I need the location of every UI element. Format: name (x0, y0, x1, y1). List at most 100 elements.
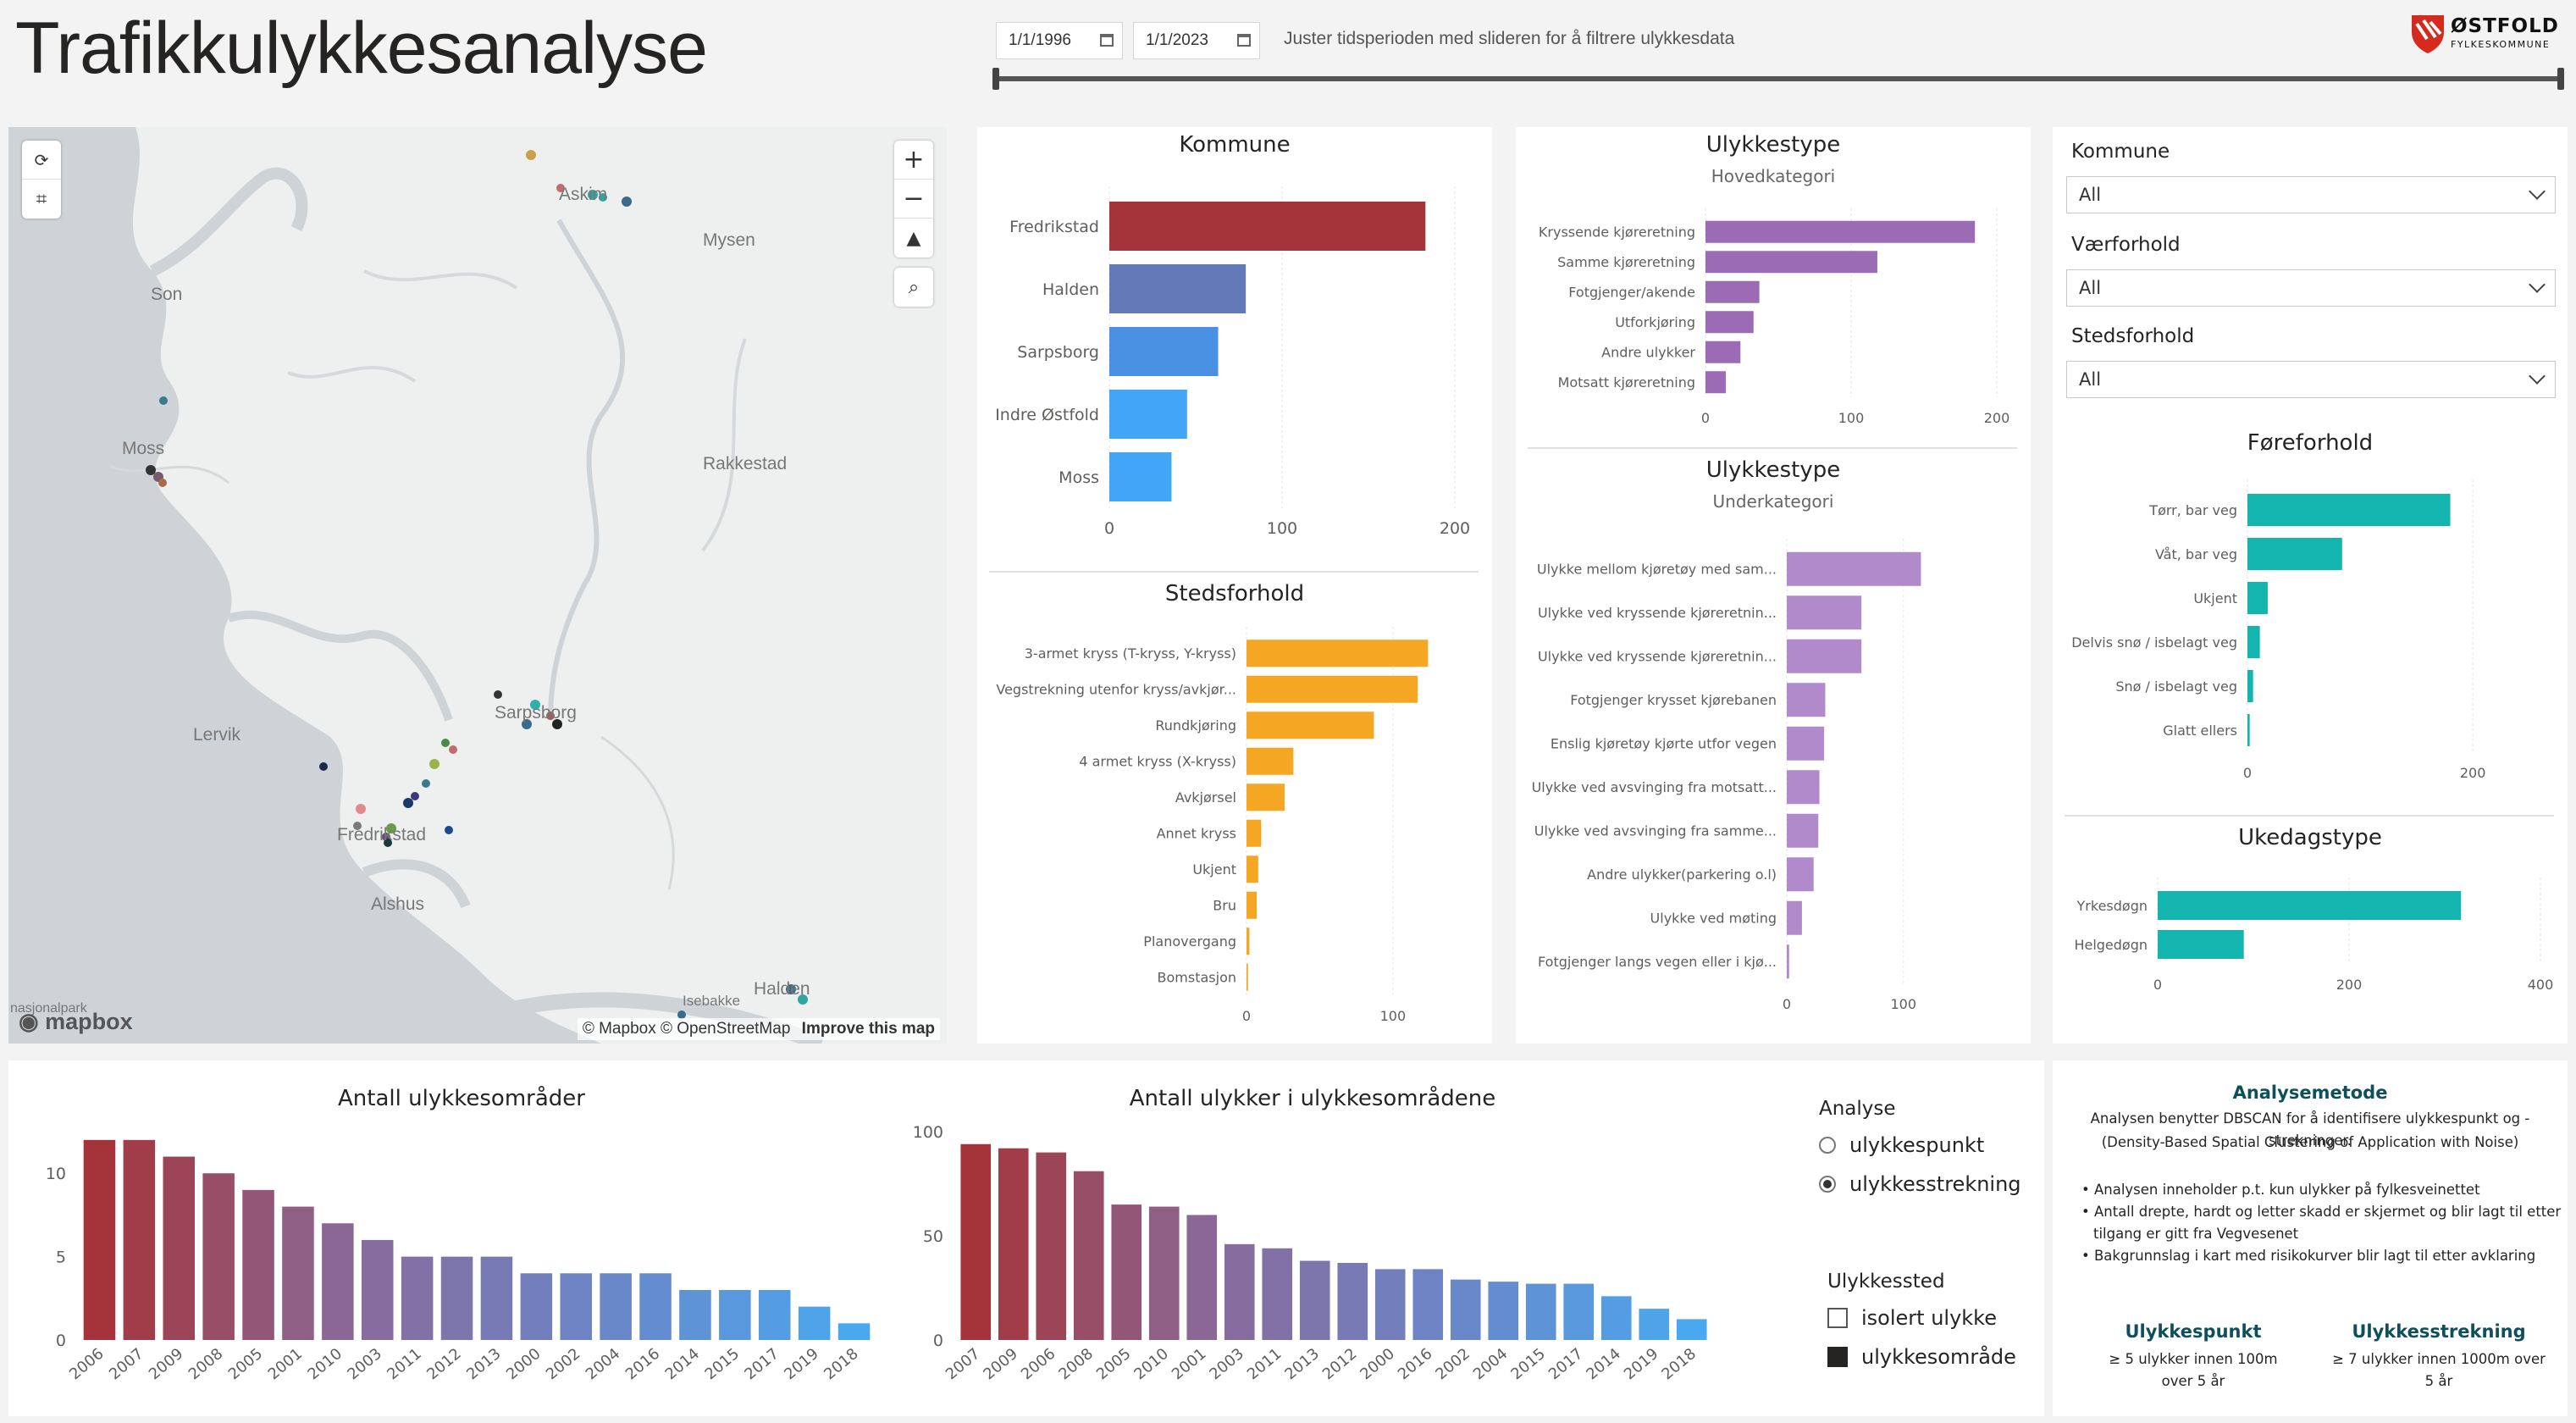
bar[interactable] (1676, 1319, 1707, 1340)
chart-ukedag[interactable]: 0 200 400 Yrkesdøgn Helgedøgn (2053, 872, 2568, 1038)
bar[interactable] (1525, 1283, 1556, 1340)
bar[interactable] (1224, 1243, 1255, 1340)
date-to-input[interactable]: 1/1/2023 (1133, 22, 1260, 59)
bar[interactable] (2158, 891, 2462, 920)
bar[interactable] (202, 1173, 235, 1340)
bar[interactable] (1705, 371, 1727, 394)
bar[interactable] (1109, 202, 1426, 251)
chevron-down-icon[interactable] (2529, 183, 2546, 200)
bar[interactable] (600, 1273, 632, 1340)
bar[interactable] (1705, 220, 1976, 243)
lasso-icon[interactable]: ⟳ (22, 141, 61, 180)
bar[interactable] (322, 1223, 354, 1340)
chart-foreforhold[interactable]: 0 200 Tørr, bar veg Våt, bar veg Ukjent Delvi… (2053, 474, 2568, 796)
bar[interactable] (679, 1289, 711, 1340)
bar[interactable] (719, 1289, 751, 1340)
attribution-text[interactable]: © Mapbox © OpenStreetMap (582, 1020, 791, 1038)
chart-antall-omrader[interactable]: 0 5 10 200620072009200820052001201020032011… (8, 1118, 906, 1415)
bar[interactable] (1036, 1152, 1067, 1340)
bar[interactable] (1412, 1269, 1444, 1340)
bar[interactable] (1299, 1260, 1330, 1340)
steds-dropdown[interactable]: All (2066, 361, 2556, 398)
bar[interactable] (1705, 311, 1754, 334)
checkbox-empty-icon[interactable] (1827, 1308, 1848, 1328)
bar[interactable] (1247, 819, 1262, 847)
bar[interactable] (1247, 927, 1250, 955)
vaer-dropdown[interactable]: All (2066, 269, 2556, 307)
kommune-dropdown[interactable]: All (2066, 176, 2556, 213)
bar[interactable] (520, 1273, 553, 1340)
rect-select-icon[interactable]: ⌗ (36, 188, 47, 210)
date-range-slider[interactable] (996, 76, 2562, 81)
accident-map[interactable]: Askim Mysen Son Moss Rakkestad Sarpsborg… (8, 127, 947, 1044)
date-from-input[interactable]: 1/1/1996 (996, 22, 1123, 59)
bar[interactable] (1109, 327, 1219, 376)
bar[interactable] (1787, 551, 1921, 586)
bar[interactable] (837, 1323, 871, 1340)
bar[interactable] (1337, 1262, 1368, 1340)
chevron-down-icon[interactable] (2529, 276, 2546, 293)
bar[interactable] (401, 1256, 434, 1340)
chart-stedsforhold[interactable]: 0 100 3-armet kryss (T-kryss, Y-kryss) Vegs… (977, 618, 1492, 1042)
bar[interactable] (1787, 595, 1862, 630)
bar[interactable] (2247, 626, 2260, 658)
bar[interactable] (1111, 1204, 1142, 1340)
compass-icon[interactable]: ▲ (906, 227, 921, 249)
bar[interactable] (1148, 1206, 1180, 1340)
bar[interactable] (1247, 675, 1418, 703)
bar[interactable] (1705, 280, 1760, 303)
bar[interactable] (2247, 494, 2451, 526)
bar[interactable] (2247, 582, 2268, 614)
bar[interactable] (639, 1273, 672, 1340)
bar[interactable] (2158, 930, 2244, 959)
bar[interactable] (440, 1256, 473, 1340)
chart-ulykkestype-hoved[interactable]: 0 100 200 Kryssende kjøreretning Samme kjøre… (1516, 203, 2031, 440)
bar[interactable] (1787, 900, 1802, 935)
bar[interactable] (242, 1189, 274, 1340)
bar[interactable] (1247, 747, 1294, 775)
bar[interactable] (1787, 813, 1819, 848)
bar[interactable] (758, 1289, 791, 1340)
bar[interactable] (1109, 452, 1172, 501)
checkbox-filled-icon[interactable] (1827, 1347, 1848, 1367)
bar[interactable] (1787, 770, 1820, 805)
radio-ulykkesstrekning[interactable]: ulykkesstrekning (1819, 1172, 2021, 1196)
bar[interactable] (2247, 538, 2342, 570)
legend-omrade[interactable]: ulykkesområde (1827, 1345, 2016, 1369)
bar[interactable] (1563, 1283, 1595, 1340)
bar[interactable] (560, 1273, 593, 1340)
bar[interactable] (960, 1143, 992, 1340)
calendar-icon[interactable] (1237, 34, 1251, 47)
radio-icon[interactable] (1819, 1137, 1836, 1154)
bar[interactable] (1705, 251, 1877, 274)
bar[interactable] (2247, 670, 2253, 702)
bar[interactable] (1787, 639, 1862, 673)
map-search-icon[interactable]: ⌕ (908, 276, 920, 298)
bar[interactable] (123, 1139, 156, 1340)
calendar-icon[interactable] (1100, 34, 1114, 47)
zoom-out-button[interactable]: − (894, 180, 933, 219)
bar[interactable] (1109, 264, 1247, 313)
bar[interactable] (480, 1256, 513, 1340)
bar[interactable] (1639, 1309, 1670, 1340)
bar[interactable] (361, 1239, 394, 1340)
chart-antall-ulykker[interactable]: 0501002007200920062008200520102001200320… (898, 1118, 1719, 1415)
bar[interactable] (1705, 341, 1741, 363)
bar[interactable] (1450, 1279, 1481, 1340)
bar[interactable] (798, 1306, 831, 1340)
bar[interactable] (1109, 390, 1187, 439)
radio-ulykkespunkt[interactable]: ulykkespunkt (1819, 1133, 1984, 1157)
slider-handle-end[interactable] (2557, 68, 2564, 90)
bar[interactable] (1262, 1248, 1293, 1340)
bar[interactable] (1787, 726, 1825, 761)
zoom-in-button[interactable]: + (894, 141, 933, 180)
bar[interactable] (1247, 963, 1248, 991)
bar[interactable] (1488, 1282, 1519, 1340)
bar[interactable] (1073, 1171, 1104, 1340)
bar[interactable] (1247, 891, 1258, 919)
improve-map-link[interactable]: Improve this map (801, 1020, 935, 1038)
bar[interactable] (1247, 783, 1285, 811)
chart-ulykkestype-under[interactable]: 0 100 Ulykke mellom kjøretøy med sam... Uly… (1516, 530, 2031, 1022)
chart-kommune[interactable]: 0 100 200 Fredrikstad Halden Sarpsborg Indre Ø… (977, 178, 1492, 559)
bar[interactable] (1787, 944, 1789, 979)
